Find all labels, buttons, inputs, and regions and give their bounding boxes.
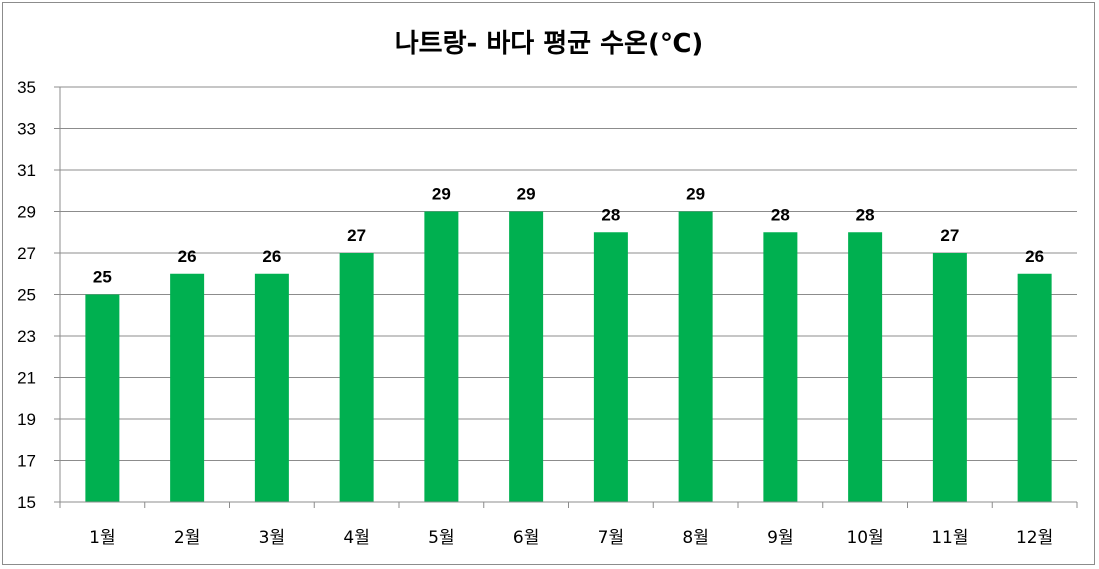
data-label: 29 <box>432 185 451 204</box>
data-label: 27 <box>347 226 366 245</box>
data-label: 28 <box>856 205 875 224</box>
data-label: 26 <box>178 247 197 266</box>
x-tick-label: 1월 <box>89 528 115 548</box>
x-tick-label: 4월 <box>343 528 369 548</box>
bar <box>932 253 967 502</box>
data-label: 26 <box>1025 247 1044 266</box>
data-label: 25 <box>93 268 112 287</box>
data-label: 27 <box>940 226 959 245</box>
y-tick-label: 31 <box>17 161 36 180</box>
data-label: 28 <box>601 205 620 224</box>
y-tick-label: 21 <box>17 369 36 388</box>
y-tick-label: 27 <box>17 244 36 263</box>
x-tick-label: 12월 <box>1016 528 1053 548</box>
data-label: 26 <box>262 247 281 266</box>
bar <box>339 253 374 502</box>
data-label: 29 <box>686 185 705 204</box>
x-tick-label: 9월 <box>767 528 793 548</box>
bar <box>424 211 459 502</box>
bar <box>509 211 544 502</box>
bar <box>1017 273 1052 502</box>
data-label: 29 <box>517 185 536 204</box>
x-tick-label: 8월 <box>682 528 708 548</box>
y-tick-label: 25 <box>17 286 36 305</box>
x-axis: 1월 2월 3월 4월 5월 6월 7월 8월 9월 10월 11월 12월 <box>59 501 1078 548</box>
gridlines <box>60 86 1077 503</box>
x-tick-label: 10월 <box>846 528 883 548</box>
y-tick-label: 19 <box>17 410 36 429</box>
x-tick-label: 6월 <box>513 528 539 548</box>
y-tick-label: 15 <box>17 493 36 512</box>
y-tick-label: 35 <box>17 78 36 97</box>
x-tick-label: 7월 <box>598 528 624 548</box>
x-tick-label: 2월 <box>174 528 200 548</box>
x-tick-label: 5월 <box>428 528 454 548</box>
bar <box>85 294 120 502</box>
x-tick-label: 3월 <box>259 528 285 548</box>
y-tick-label: 33 <box>17 120 36 139</box>
y-tick-label: 23 <box>17 327 36 346</box>
bars <box>85 211 1052 502</box>
data-labels: 25 26 26 27 29 29 28 29 28 28 27 26 <box>93 185 1044 287</box>
chart-title: 나트랑- 바다 평균 수온(℃) <box>395 29 703 59</box>
y-axis: 15 17 19 21 23 25 27 29 31 33 35 <box>17 78 61 512</box>
x-tick-label: 11월 <box>931 528 968 548</box>
bar <box>678 211 713 502</box>
data-label: 28 <box>771 205 790 224</box>
y-tick-label: 29 <box>17 203 36 222</box>
bar <box>593 232 628 502</box>
bar <box>763 232 798 502</box>
bar <box>170 273 205 502</box>
bar <box>254 273 289 502</box>
y-tick-label: 17 <box>17 452 36 471</box>
bar <box>848 232 883 502</box>
